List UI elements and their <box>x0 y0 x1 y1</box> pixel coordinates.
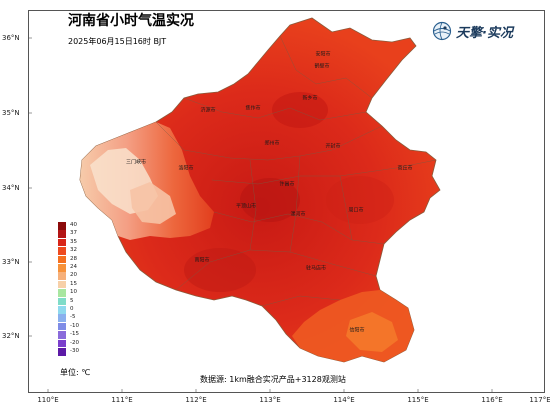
lon-label-112: 112°E <box>185 396 207 404</box>
city-label-jiaozuo: 焦作市 <box>245 105 261 112</box>
lon-label-113: 113°E <box>259 396 281 404</box>
lon-label-114: 114°E <box>333 396 355 404</box>
temperature-legend: 40 37 35 32 28 24 20 15 10 5 0 -5 -10 -15 -20 -30 <box>58 222 94 362</box>
city-label-luohe: 漯河市 <box>290 211 306 218</box>
legend-swatch <box>58 322 66 331</box>
legend-swatch <box>58 280 66 289</box>
legend-label: -30 <box>70 348 79 354</box>
legend-label: 20 <box>70 272 77 279</box>
legend-label: 0 <box>70 306 74 312</box>
western-peaks-2 <box>130 182 176 224</box>
lat-label-34: 34°N <box>2 184 20 192</box>
legend-label: 15 <box>70 280 77 287</box>
graticule-ticks <box>28 37 493 393</box>
legend-swatch <box>58 348 66 356</box>
city-label-zhengzhou: 郑州市 <box>264 140 280 147</box>
city-label-anyang: 安阳市 <box>315 51 331 58</box>
lon-label-117: 117°E <box>529 396 550 404</box>
southern-cool-patch <box>346 312 398 352</box>
city-label-xuchang: 许昌市 <box>279 181 295 188</box>
lon-label-115: 115°E <box>407 396 429 404</box>
legend-swatch <box>58 306 66 314</box>
hot-spot-east <box>326 176 394 224</box>
legend-label: 28 <box>70 255 77 262</box>
legend-swatch <box>58 331 66 339</box>
legend-swatch <box>58 222 66 230</box>
legend-swatch <box>58 255 66 264</box>
legend-label: 35 <box>70 238 77 245</box>
legend-swatch <box>58 339 66 348</box>
legend-label: -20 <box>70 339 79 346</box>
lat-label-32: 32°N <box>2 332 20 340</box>
city-label-sanmenxia: 三门峡市 <box>125 159 147 166</box>
city-boundaries <box>155 35 437 307</box>
brand-logo-text: 天擎·实况 <box>456 25 513 41</box>
legend-label: 32 <box>70 247 77 254</box>
lon-label-116: 116°E <box>481 396 503 404</box>
legend-swatch <box>58 297 66 306</box>
legend-swatch <box>58 247 66 255</box>
lon-label-111: 111°E <box>111 396 133 404</box>
legend-label: 40 <box>70 222 77 228</box>
legend-swatch <box>58 230 66 238</box>
hot-spot-south <box>184 248 256 292</box>
city-label-zhumadian: 驻马店市 <box>305 265 327 272</box>
legend-label: -15 <box>70 331 79 338</box>
legend-swatch <box>58 289 66 297</box>
city-label-kaifeng: 开封市 <box>325 143 341 150</box>
city-label-xinxiang: 新乡市 <box>302 95 318 102</box>
city-label-nanyang: 南阳市 <box>194 257 210 264</box>
legend-unit: 单位: ℃ <box>60 368 91 377</box>
legend-label: 5 <box>70 297 74 304</box>
legend-swatch <box>58 238 66 247</box>
city-label-hebi: 鹤壁市 <box>314 63 330 70</box>
legend-label: -5 <box>70 314 76 321</box>
map-timestamp: 2025年06月15日16时 BJT <box>68 37 167 46</box>
lat-label-33: 33°N <box>2 258 20 266</box>
hot-spot-north <box>272 92 328 128</box>
data-source-note: 数据源: 1km融合实况产品+3128观测站 <box>200 375 346 384</box>
map-title: 河南省小时气温实况 <box>68 13 194 29</box>
lat-label-36: 36°N <box>2 34 20 42</box>
hot-spot-central <box>240 178 300 222</box>
city-label-jiyuan: 济源市 <box>200 107 216 114</box>
brand-logo: 天擎·实况 <box>432 20 532 42</box>
city-label-pingdingshan: 平顶山市 <box>235 203 257 210</box>
legend-label: 37 <box>70 230 77 237</box>
legend-label: 24 <box>70 264 77 270</box>
city-label-shangqiu: 商丘市 <box>397 165 413 172</box>
lat-label-35: 35°N <box>2 109 20 117</box>
lon-label-110: 110°E <box>37 396 59 404</box>
globe-icon <box>432 21 452 41</box>
city-label-zhoukou: 周口市 <box>348 207 364 214</box>
city-label-luoyang: 洛阳市 <box>178 165 194 172</box>
legend-label: -10 <box>70 322 79 329</box>
city-label-xinyang: 信阳市 <box>349 327 365 334</box>
legend-swatch <box>58 272 66 280</box>
legend-label: 10 <box>70 289 77 296</box>
legend-swatch <box>58 264 66 272</box>
legend-swatch <box>58 314 66 322</box>
